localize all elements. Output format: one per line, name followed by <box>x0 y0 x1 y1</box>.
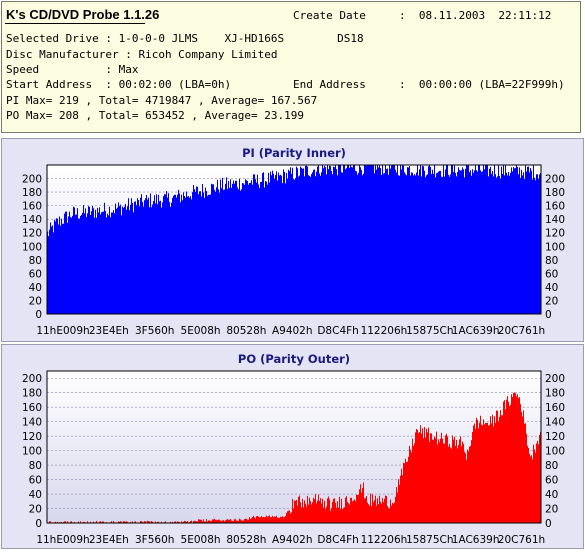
y-tick-label-left: 140 <box>22 214 42 226</box>
end-address-value: : 00:00:00 (LBA=22F999h) <box>399 78 565 91</box>
y-tick-label-right: 140 <box>545 417 565 429</box>
start-address-line: Start Address : 00:02:00 (LBA=0h) <box>6 78 232 91</box>
y-tick-label-left: 40 <box>29 489 42 501</box>
x-tick-label: 20C761h <box>498 325 545 337</box>
po-chart-panel: PO (Parity Outer) 0 0 20 20 40 40 60 60 80 80 100 10… <box>1 344 584 549</box>
plot-frame <box>46 164 542 315</box>
x-tick-label: 15875Ch <box>406 325 453 337</box>
y-tick-label-right: 140 <box>545 214 565 226</box>
x-tick-label: 80528h <box>226 325 266 337</box>
pi-summary: PI Max= 219 , Total= 4719847 , Average= … <box>6 94 318 107</box>
x-tick-label: 23E4Eh <box>89 534 129 546</box>
header-panel: K's CD/DVD Probe 1.1.26 Create Date : 08… <box>1 1 581 133</box>
create-date-label: Create Date <box>293 9 366 22</box>
po-chart: PO (Parity Outer) 0 0 20 20 40 40 60 60 80 80 100 10… <box>22 352 565 546</box>
app-title: K's CD/DVD Probe 1.1.26 <box>6 7 160 22</box>
x-tick-label: 11hE009h <box>36 534 89 546</box>
y-tick-label-right: 160 <box>545 402 565 414</box>
x-tick-label: D8C4Fh <box>317 534 358 546</box>
y-tick-label-left: 0 <box>35 518 42 530</box>
y-tick-label-left: 120 <box>22 431 42 443</box>
y-tick-label-left: 200 <box>22 373 42 385</box>
x-tick-label: 112206h <box>361 534 408 546</box>
y-tick-label-right: 60 <box>545 475 558 487</box>
y-tick-label-right: 20 <box>545 504 558 516</box>
y-tick-label-left: 160 <box>22 402 42 414</box>
pi-chart-panel: PI (Parity Inner) 0 0 20 20 40 40 60 60 80 80 100 10… <box>1 138 584 342</box>
y-tick-label-left: 180 <box>22 187 42 199</box>
y-tick-label-right: 40 <box>545 489 558 501</box>
x-tick-label: 80528h <box>226 534 266 546</box>
y-tick-label-left: 160 <box>22 201 42 213</box>
end-address-label: End Address <box>293 78 366 91</box>
disc-manufacturer-line: Disc Manufacturer : Ricoh Company Limite… <box>6 48 278 61</box>
x-tick-label: 5E008h <box>181 534 221 546</box>
y-tick-label-right: 0 <box>545 518 552 530</box>
y-tick-label-right: 80 <box>545 255 558 267</box>
y-tick-label-right: 40 <box>545 282 558 294</box>
y-tick-label-left: 20 <box>29 504 42 516</box>
y-tick-label-left: 60 <box>29 268 42 280</box>
y-tick-label-right: 20 <box>545 295 558 307</box>
y-tick-label-left: 80 <box>29 255 42 267</box>
selected-drive-line: Selected Drive : 1-0-0-0 JLMS XJ-HD166S … <box>6 32 364 45</box>
x-tick-label: D8C4Fh <box>317 325 358 337</box>
y-tick-label-left: 0 <box>35 309 42 321</box>
x-tick-label: 5E008h <box>181 325 221 337</box>
y-tick-label-left: 20 <box>29 295 42 307</box>
x-tick-label: 15875Ch <box>406 534 453 546</box>
chart-title: PI (Parity Inner) <box>242 146 346 160</box>
chart-title: PO (Parity Outer) <box>238 352 350 366</box>
y-tick-label-left: 120 <box>22 228 42 240</box>
y-tick-label-right: 100 <box>545 446 565 458</box>
y-tick-label-right: 80 <box>545 460 558 472</box>
x-tick-label: 11hE009h <box>36 325 89 337</box>
x-tick-label: 1AC639h <box>452 534 500 546</box>
x-tick-label: 3F560h <box>135 534 174 546</box>
x-tick-label: A9402h <box>272 534 313 546</box>
x-tick-label: 1AC639h <box>452 325 500 337</box>
x-tick-label: 112206h <box>361 325 408 337</box>
y-tick-label-right: 120 <box>545 431 565 443</box>
speed-line: Speed : Max <box>6 63 139 76</box>
y-tick-label-right: 120 <box>545 228 565 240</box>
y-tick-label-right: 0 <box>545 309 552 321</box>
y-tick-label-left: 200 <box>22 174 42 186</box>
y-tick-label-right: 200 <box>545 373 565 385</box>
y-tick-label-right: 100 <box>545 241 565 253</box>
x-tick-label: A9402h <box>272 325 313 337</box>
y-tick-label-left: 40 <box>29 282 42 294</box>
y-tick-label-left: 80 <box>29 460 42 472</box>
y-tick-label-left: 100 <box>22 241 42 253</box>
y-tick-label-right: 180 <box>545 187 565 199</box>
y-tick-label-right: 200 <box>545 174 565 186</box>
title-underline <box>5 23 145 24</box>
y-tick-label-left: 180 <box>22 388 42 400</box>
y-tick-label-left: 60 <box>29 475 42 487</box>
x-tick-label: 20C761h <box>498 534 545 546</box>
y-tick-label-right: 160 <box>545 201 565 213</box>
plot-frame <box>46 370 542 524</box>
y-tick-label-left: 100 <box>22 446 42 458</box>
create-date-value: : 08.11.2003 22:11:12 <box>399 9 552 22</box>
y-tick-label-right: 60 <box>545 268 558 280</box>
y-tick-label-left: 140 <box>22 417 42 429</box>
x-tick-label: 23E4Eh <box>89 325 129 337</box>
y-tick-label-right: 180 <box>545 388 565 400</box>
x-tick-label: 3F560h <box>135 325 174 337</box>
po-summary: PO Max= 208 , Total= 653452 , Average= 2… <box>6 109 305 122</box>
